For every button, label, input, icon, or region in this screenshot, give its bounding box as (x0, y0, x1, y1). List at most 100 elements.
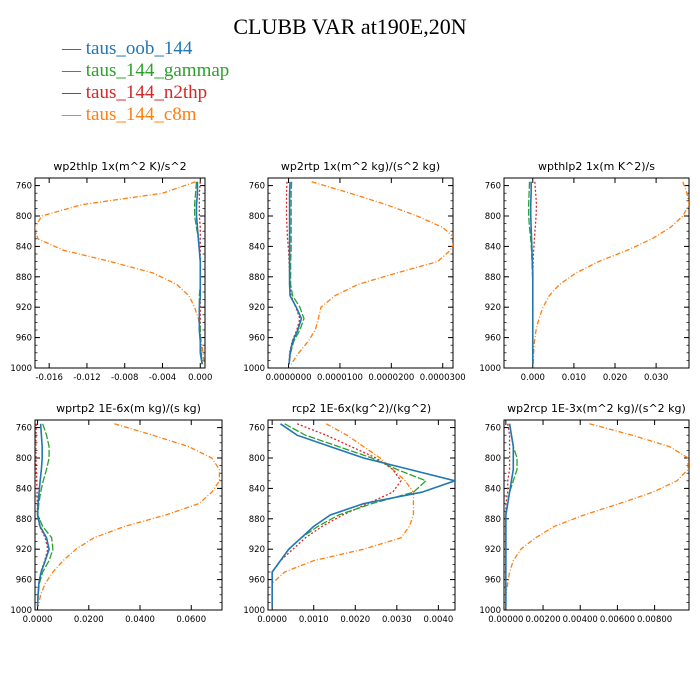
y-tick-label: 800 (249, 212, 265, 222)
y-tick-label: 920 (249, 303, 265, 313)
chart-panel: wp2thlp 1x(m^2 K)/s^2 760 800 840 880 920 960 1… (10, 160, 212, 383)
x-tick-label: 0.0200 (74, 615, 104, 625)
legend-item: — taus_144_gammap (62, 60, 229, 82)
x-tick-label: -0.004 (149, 373, 176, 383)
x-tick-label: 0.0020 (340, 615, 370, 625)
y-tick-label: 920 (16, 303, 32, 313)
legend-swatch: — (62, 104, 86, 125)
x-tick-label: 0.0600 (176, 615, 206, 625)
x-tick-label: 0.030 (644, 373, 668, 383)
y-tick-label: 760 (249, 424, 265, 434)
y-tick-label: 840 (16, 242, 32, 252)
series-line (35, 181, 205, 365)
x-tick-label: 0.0000000 (266, 373, 312, 383)
x-tick-label: 0.00200 (525, 615, 560, 625)
legend-swatch: — (62, 60, 86, 81)
y-tick-label: 760 (485, 424, 501, 434)
legend-swatch: — (62, 82, 86, 103)
y-tick-label: 1000 (10, 364, 32, 374)
series-line (505, 423, 518, 607)
panel-title: wprtp2 1E-6x(m kg)/(s kg) (56, 402, 201, 415)
series-line (529, 181, 534, 365)
legend: — taus_oob_144 — taus_144_gammap — taus_… (62, 38, 229, 126)
y-tick-label: 840 (249, 484, 265, 494)
y-tick-label: 880 (16, 515, 32, 525)
x-tick-label: 0.0040 (424, 615, 454, 625)
x-tick-label: 0.0400 (125, 615, 155, 625)
panel-title: wp2rtp 1x(m^2 kg)/(s^2 kg) (281, 160, 440, 173)
x-tick-label: 0.00000 (488, 615, 523, 625)
y-tick-label: 960 (16, 576, 32, 586)
plot-frame (267, 419, 456, 611)
x-tick-label: 0.0000200 (368, 373, 414, 383)
y-tick-label: 920 (249, 545, 265, 555)
y-tick-label: 920 (485, 303, 501, 313)
x-tick-label: 0.020 (603, 373, 627, 383)
x-tick-label: 0.0010 (299, 615, 329, 625)
plot-frame (503, 419, 690, 611)
x-tick-label: -0.016 (35, 373, 62, 383)
panel-title: wp2rcp 1E-3x(m^2 kg)/(s^2 kg) (507, 402, 686, 415)
legend-item: — taus_144_c8m (62, 104, 229, 126)
x-tick-label: 0.000 (521, 373, 545, 383)
series-line (271, 423, 402, 607)
y-tick-label: 880 (485, 273, 501, 283)
series-line (288, 181, 305, 365)
series-line (288, 181, 303, 365)
y-tick-label: 800 (16, 212, 32, 222)
panel-title: wp2thlp 1x(m^2 K)/s^2 (53, 160, 186, 173)
x-tick-label: 0.00400 (563, 615, 598, 625)
x-tick-label: -0.008 (111, 373, 138, 383)
x-tick-label: 0.00600 (600, 615, 635, 625)
y-tick-label: 920 (16, 545, 32, 555)
series-line (290, 181, 453, 365)
y-tick-label: 1000 (479, 364, 501, 374)
y-tick-label: 960 (16, 334, 32, 344)
legend-label: taus_144_n2thp (85, 82, 208, 103)
y-tick-label: 800 (485, 212, 501, 222)
y-tick-label: 840 (485, 242, 501, 252)
x-tick-label: 0.0000 (23, 615, 53, 625)
y-tick-label: 1000 (243, 606, 265, 616)
legend-swatch: — (62, 38, 86, 59)
legend-item: — taus_oob_144 (62, 38, 229, 60)
y-tick-label: 1000 (479, 606, 501, 616)
y-tick-label: 840 (16, 484, 32, 494)
x-tick-label: 0.0030 (382, 615, 412, 625)
y-tick-label: 1000 (10, 606, 32, 616)
y-tick-label: 760 (16, 182, 32, 192)
series-line (195, 181, 203, 365)
y-tick-label: 800 (249, 454, 265, 464)
y-tick-label: 800 (485, 454, 501, 464)
x-tick-label: 0.010 (562, 373, 586, 383)
y-tick-label: 960 (485, 334, 501, 344)
y-tick-label: 840 (249, 242, 265, 252)
figure-title: CLUBB VAR at190E,20N (233, 14, 467, 39)
plot-frame (34, 419, 223, 611)
series-line (37, 423, 221, 607)
series-line (285, 181, 301, 365)
panel-title: wpthlp2 1x(m K^2)/s (538, 160, 655, 173)
panel-title: rcp2 1E-6x(kg^2)/(kg^2) (292, 402, 431, 415)
series-line (532, 181, 689, 365)
series-line (271, 423, 415, 607)
series-line (505, 423, 515, 607)
series-line (271, 423, 455, 607)
chart-panel: wp2rtp 1x(m^2 kg)/(s^2 kg) 760 800 840 880 92… (243, 160, 465, 383)
y-tick-label: 1000 (243, 364, 265, 374)
legend-item: — taus_144_n2thp (62, 82, 229, 104)
chart-panel: wp2rcp 1E-3x(m^2 kg)/(s^2 kg) 760 800 840 88… (479, 402, 690, 625)
legend-label: taus_oob_144 (85, 38, 193, 59)
y-tick-label: 800 (16, 454, 32, 464)
series-line (271, 423, 428, 607)
plot-frame (267, 177, 454, 369)
y-tick-label: 920 (485, 545, 501, 555)
x-tick-label: -0.012 (73, 373, 100, 383)
chart-panel: wpthlp2 1x(m K^2)/s 760 800 840 880 920 960 100… (479, 160, 690, 383)
legend-label: taus_144_c8m (85, 104, 197, 125)
y-tick-label: 880 (249, 515, 265, 525)
x-tick-label: 0.0000 (257, 615, 287, 625)
y-tick-label: 960 (249, 576, 265, 586)
x-tick-label: 0.0000100 (317, 373, 363, 383)
